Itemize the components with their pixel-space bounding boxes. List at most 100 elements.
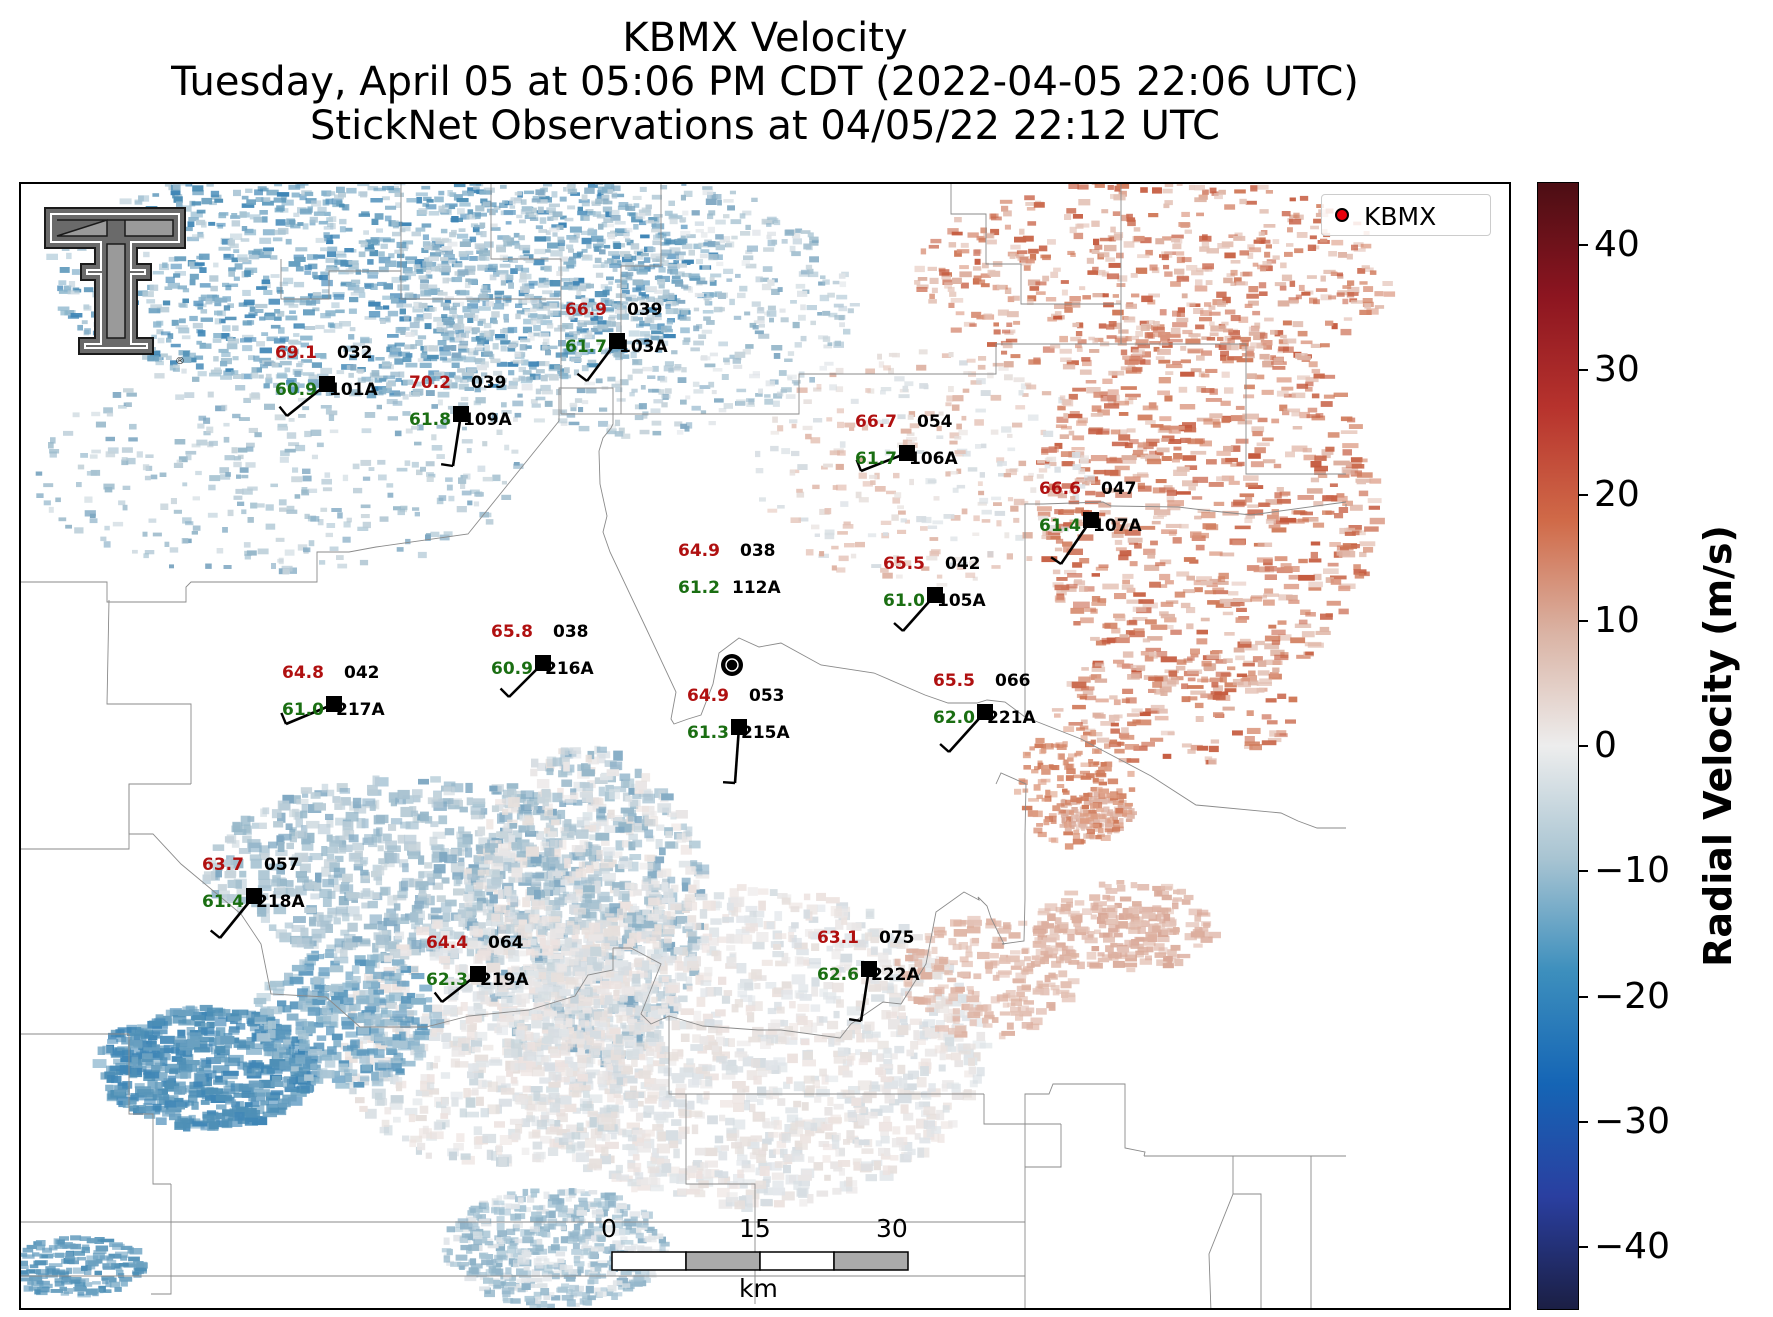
station-temperature: 64.4 <box>426 933 468 953</box>
wind-barb-shaft <box>451 413 463 467</box>
station-wind-direction: 032 <box>337 343 373 363</box>
station-temperature: 65.5 <box>883 554 925 574</box>
station-id: 218A <box>256 892 305 912</box>
station-wind-direction: 047 <box>1101 479 1137 499</box>
station-temperature: 65.8 <box>491 622 533 642</box>
wind-barb-flag <box>848 1017 862 1023</box>
wind-barb-flag <box>855 459 863 472</box>
station-temperature: 65.5 <box>933 671 975 691</box>
station-wind-direction: 075 <box>879 928 915 948</box>
station-temperature: 64.9 <box>687 686 729 706</box>
scale-label-0: 0 <box>601 1214 617 1243</box>
kbmx-legend-marker <box>1335 208 1349 222</box>
colorbar-tick-label: 0 <box>1594 725 1617 766</box>
station-dewpoint: 62.3 <box>426 970 468 990</box>
scale-label-15: 15 <box>739 1214 771 1243</box>
colorbar-tick-label: −40 <box>1594 1226 1670 1268</box>
colorbar-tick-label: 30 <box>1594 349 1640 390</box>
wind-barb-flag <box>893 622 904 632</box>
station-id: 105A <box>937 591 986 611</box>
wind-barb-flag <box>939 743 950 753</box>
station-marker <box>246 888 262 904</box>
station-id: 109A <box>463 410 512 430</box>
station-id: 106A <box>909 449 958 469</box>
station-wind-direction: 053 <box>749 686 785 706</box>
colorbar-tick-mark <box>1579 995 1588 998</box>
station-dewpoint: 61.0 <box>883 591 925 611</box>
county-borders <box>21 184 1347 1308</box>
station-wind-direction: 038 <box>553 622 589 642</box>
colorbar-tick-label: −20 <box>1594 975 1670 1017</box>
station-marker <box>470 966 486 982</box>
texas-tech-logo: ® <box>41 204 191 384</box>
station-marker <box>319 376 335 392</box>
station-wind-direction: 038 <box>740 541 776 561</box>
station-temperature: 66.9 <box>565 300 607 320</box>
colorbar-tick-mark <box>1579 1246 1588 1249</box>
station-temperature: 69.1 <box>275 343 317 363</box>
colorbar-tick-mark <box>1579 243 1588 246</box>
station-temperature: 64.8 <box>282 663 324 683</box>
wind-barb-flag <box>576 372 588 382</box>
station-dewpoint: 61.0 <box>282 700 324 720</box>
scale-bar: 0 15 30 km <box>601 1214 931 1308</box>
wind-barb-flag <box>440 462 454 468</box>
station-temperature: 63.1 <box>817 928 859 948</box>
station-id: 219A <box>480 970 529 990</box>
colorbar-tick-mark <box>1579 745 1588 747</box>
station-id: 222A <box>871 965 920 985</box>
station-wind-direction: 039 <box>627 300 663 320</box>
station-temperature: 64.9 <box>678 541 720 561</box>
colorbar-tick-label: 40 <box>1594 223 1640 265</box>
station-marker <box>899 445 915 461</box>
colorbar-tick-label: −30 <box>1594 1101 1670 1142</box>
station-dewpoint: 61.3 <box>687 723 729 743</box>
station-marker <box>977 704 993 720</box>
station-wind-direction: 057 <box>264 855 300 875</box>
wind-barb-flag <box>433 991 443 1003</box>
station-dewpoint: 61.7 <box>855 449 897 469</box>
station-marker <box>731 719 747 735</box>
wind-barb-flag <box>499 687 510 698</box>
velocity-echoes <box>21 184 1396 1308</box>
station-dewpoint: 61.4 <box>1039 516 1081 536</box>
colorbar-tick-label: 20 <box>1594 474 1640 516</box>
map-panel[interactable]: 69.1 032 60.9 101A 70.2 039 61.8 109A 66.9 039 61.… <box>19 182 1511 1310</box>
wind-barb-flag <box>278 405 288 417</box>
wind-barb-flag <box>280 712 288 725</box>
station-wind-direction: 042 <box>344 663 380 683</box>
title-line-2: Tuesday, April 05 at 05:06 PM CDT (2022-… <box>171 59 1359 105</box>
station-wind-direction: 042 <box>945 554 981 574</box>
station-markers <box>246 333 1099 982</box>
wind-barbs <box>209 340 1093 1023</box>
map-canvas <box>21 184 1396 1308</box>
map-legend: KBMX <box>1321 194 1491 236</box>
station-temperature: 70.2 <box>409 373 451 393</box>
scale-unit: km <box>739 1274 778 1303</box>
station-id: 103A <box>619 337 668 357</box>
colorbar-tick-mark <box>1579 619 1588 622</box>
title-line-3: StickNet Observations at 04/05/22 22:12 … <box>310 103 1220 149</box>
station-dewpoint: 62.0 <box>933 708 975 728</box>
station-temperature: 66.7 <box>855 412 897 432</box>
colorbar-tick-mark <box>1579 494 1588 497</box>
wind-barb-shaft <box>733 726 741 784</box>
colorbar-tick-mark <box>1579 369 1588 371</box>
station-dewpoint: 61.2 <box>678 578 720 598</box>
station-id: 217A <box>336 700 385 720</box>
station-marker <box>326 696 342 712</box>
title-line-1: KBMX Velocity <box>622 15 908 61</box>
station-wind-direction: 054 <box>917 412 953 432</box>
station-dewpoint: 62.6 <box>817 965 859 985</box>
colorbar-tick-mark <box>1579 870 1588 873</box>
logo-registered-mark: ® <box>175 356 185 367</box>
station-id: 221A <box>987 708 1036 728</box>
colorbar-tick-label: −10 <box>1594 850 1670 892</box>
station-dewpoint: 61.4 <box>202 892 244 912</box>
scale-label-30: 30 <box>876 1214 908 1243</box>
station-temperature: 63.7 <box>202 855 244 875</box>
station-marker <box>861 961 877 977</box>
station-wind-direction: 039 <box>471 373 507 393</box>
station-id: 112A <box>732 578 781 598</box>
station-dewpoint: 61.8 <box>409 410 451 430</box>
